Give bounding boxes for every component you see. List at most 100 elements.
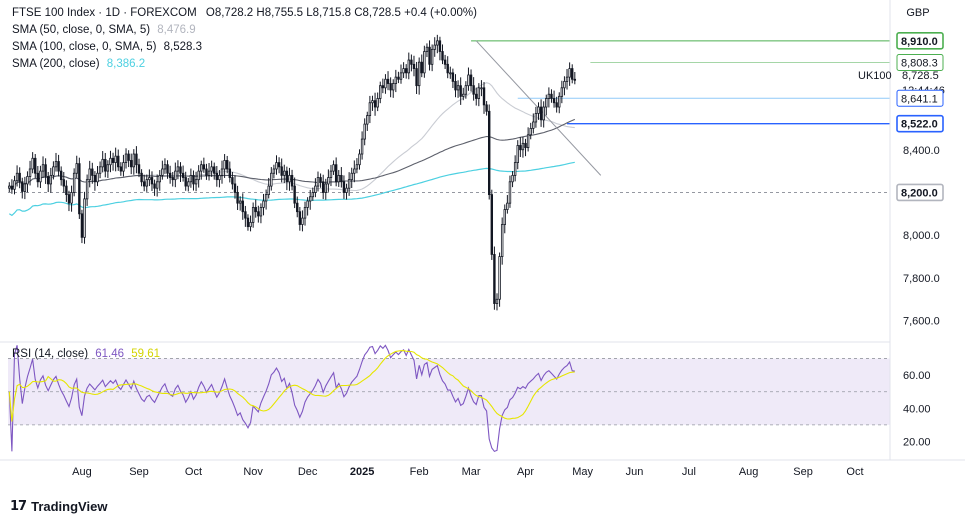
- candle[interactable]: [521, 136, 525, 158]
- candle[interactable]: [441, 44, 444, 65]
- candle[interactable]: [257, 205, 260, 223]
- candle[interactable]: [59, 166, 63, 186]
- candle[interactable]: [225, 155, 229, 174]
- candle[interactable]: [215, 165, 219, 187]
- candle[interactable]: [231, 171, 234, 190]
- candle[interactable]: [80, 209, 84, 244]
- candle[interactable]: [417, 57, 421, 95]
- candle[interactable]: [399, 64, 403, 84]
- candle[interactable]: [467, 67, 470, 91]
- candle[interactable]: [394, 69, 398, 93]
- candle[interactable]: [337, 170, 340, 187]
- candle[interactable]: [262, 193, 265, 216]
- candle[interactable]: [366, 111, 369, 131]
- candle[interactable]: [316, 171, 320, 192]
- candle[interactable]: [503, 204, 506, 234]
- candle[interactable]: [350, 167, 353, 188]
- candle[interactable]: [44, 158, 47, 184]
- candle[interactable]: [93, 171, 97, 191]
- candle[interactable]: [488, 104, 491, 200]
- candle[interactable]: [537, 102, 540, 120]
- candle[interactable]: [321, 174, 325, 200]
- candle[interactable]: [404, 64, 408, 79]
- candle[interactable]: [47, 171, 50, 193]
- candle[interactable]: [363, 118, 366, 146]
- candle[interactable]: [220, 160, 224, 184]
- candle[interactable]: [555, 96, 558, 113]
- candle[interactable]: [392, 79, 395, 98]
- candle[interactable]: [236, 185, 239, 210]
- candle[interactable]: [98, 161, 102, 179]
- candle[interactable]: [285, 166, 289, 191]
- candle[interactable]: [241, 193, 244, 220]
- candle[interactable]: [254, 199, 257, 218]
- candle[interactable]: [228, 161, 232, 183]
- candle[interactable]: [124, 148, 128, 169]
- candle[interactable]: [500, 217, 504, 265]
- candle[interactable]: [428, 40, 431, 71]
- candle[interactable]: [192, 170, 195, 191]
- candle[interactable]: [174, 162, 177, 188]
- candle[interactable]: [462, 87, 465, 101]
- candle[interactable]: [207, 162, 211, 181]
- candle[interactable]: [449, 66, 452, 79]
- candle[interactable]: [539, 99, 543, 127]
- candle[interactable]: [524, 138, 527, 157]
- candle[interactable]: [75, 155, 78, 178]
- candle[interactable]: [145, 174, 148, 192]
- candle[interactable]: [511, 171, 514, 188]
- candle[interactable]: [202, 157, 206, 173]
- candle[interactable]: [34, 154, 37, 179]
- candle[interactable]: [519, 137, 522, 158]
- candle[interactable]: [200, 160, 203, 180]
- candle[interactable]: [267, 177, 270, 199]
- candle[interactable]: [368, 95, 372, 124]
- candle[interactable]: [358, 149, 361, 170]
- candle[interactable]: [52, 161, 55, 180]
- candle[interactable]: [161, 160, 164, 180]
- candle[interactable]: [155, 174, 159, 197]
- candle[interactable]: [218, 170, 221, 188]
- candle[interactable]: [475, 87, 478, 106]
- candle[interactable]: [117, 149, 120, 171]
- candle[interactable]: [529, 122, 532, 140]
- candle[interactable]: [373, 92, 377, 116]
- candle[interactable]: [91, 162, 94, 184]
- candle[interactable]: [552, 90, 556, 108]
- candle[interactable]: [41, 156, 45, 178]
- candle[interactable]: [181, 165, 185, 182]
- candle[interactable]: [464, 81, 468, 99]
- candle[interactable]: [443, 54, 447, 70]
- candle[interactable]: [104, 152, 107, 178]
- candle[interactable]: [324, 178, 327, 200]
- candle[interactable]: [130, 153, 133, 175]
- candle[interactable]: [485, 101, 488, 116]
- candle[interactable]: [433, 37, 436, 57]
- candle[interactable]: [397, 71, 400, 84]
- candle[interactable]: [371, 95, 374, 111]
- candle[interactable]: [334, 157, 338, 187]
- candle[interactable]: [264, 189, 268, 210]
- candle[interactable]: [342, 175, 346, 199]
- candle[interactable]: [244, 205, 247, 227]
- candle[interactable]: [65, 180, 68, 202]
- candle[interactable]: [197, 165, 200, 188]
- candle[interactable]: [153, 179, 156, 196]
- candle[interactable]: [137, 158, 141, 178]
- candle[interactable]: [21, 177, 24, 199]
- candle[interactable]: [407, 52, 410, 80]
- candle[interactable]: [381, 78, 385, 94]
- candle[interactable]: [101, 151, 104, 173]
- candle[interactable]: [469, 69, 473, 92]
- candle[interactable]: [249, 215, 252, 232]
- candle[interactable]: [39, 165, 42, 188]
- candle[interactable]: [158, 170, 161, 191]
- candle[interactable]: [376, 92, 379, 112]
- candle[interactable]: [498, 252, 501, 307]
- candle[interactable]: [319, 173, 322, 188]
- candle[interactable]: [415, 61, 418, 95]
- candle[interactable]: [72, 168, 76, 197]
- candle[interactable]: [54, 152, 58, 172]
- candle[interactable]: [355, 158, 359, 174]
- candle[interactable]: [96, 165, 99, 187]
